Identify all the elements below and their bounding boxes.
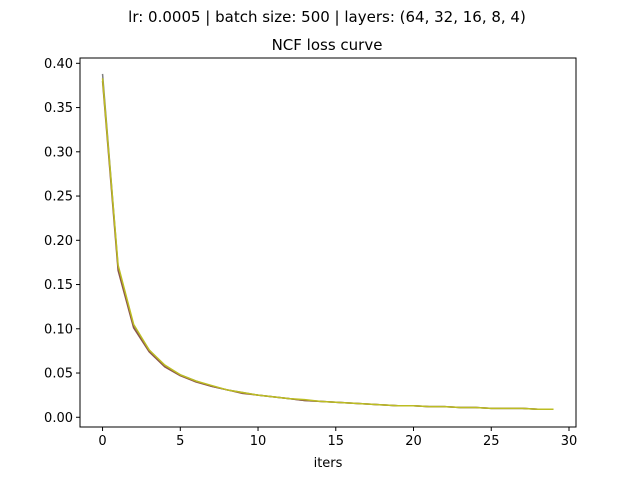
series-line-3 [101,78,554,411]
y-tick-label: 0.30 [44,145,73,160]
chart-title: NCF loss curve [272,36,383,54]
x-tick-label: 10 [250,434,267,449]
series-line-2 [101,80,554,411]
series-layer [101,73,554,411]
y-tick-label: 0.05 [44,367,73,382]
y-tick-label: 0.25 [44,190,73,205]
y-axis-ticks: 0.00 0.05 0.10 0.15 0.20 0.25 0.30 0.35 0.40 [44,57,80,426]
x-tick-label: 5 [176,434,184,449]
y-tick-label: 0.15 [44,278,73,293]
y-tick-label: 0.40 [44,57,73,72]
x-tick-label: 15 [328,434,345,449]
axes-frame [79,57,577,428]
x-axis-ticks: 0 5 10 15 20 25 30 [98,427,577,449]
x-tick-label: 0 [98,434,106,449]
x-tick-label: 20 [405,434,422,449]
y-tick-label: 0.10 [44,322,73,337]
series-line-1 [101,73,554,411]
x-axis-label: iters [314,456,343,471]
plot-area: 0 5 10 15 20 25 30 0.00 0.05 0.10 0.15 0.20 0.25 0.3… [44,57,577,449]
figure-suptitle: lr: 0.0005 | batch size: 500 | layers: (… [128,8,526,26]
y-tick-label: 0.20 [44,234,73,249]
x-tick-label: 25 [483,434,500,449]
y-tick-label: 0.35 [44,101,73,116]
y-tick-label: 0.00 [44,411,73,426]
x-tick-label: 30 [561,434,578,449]
